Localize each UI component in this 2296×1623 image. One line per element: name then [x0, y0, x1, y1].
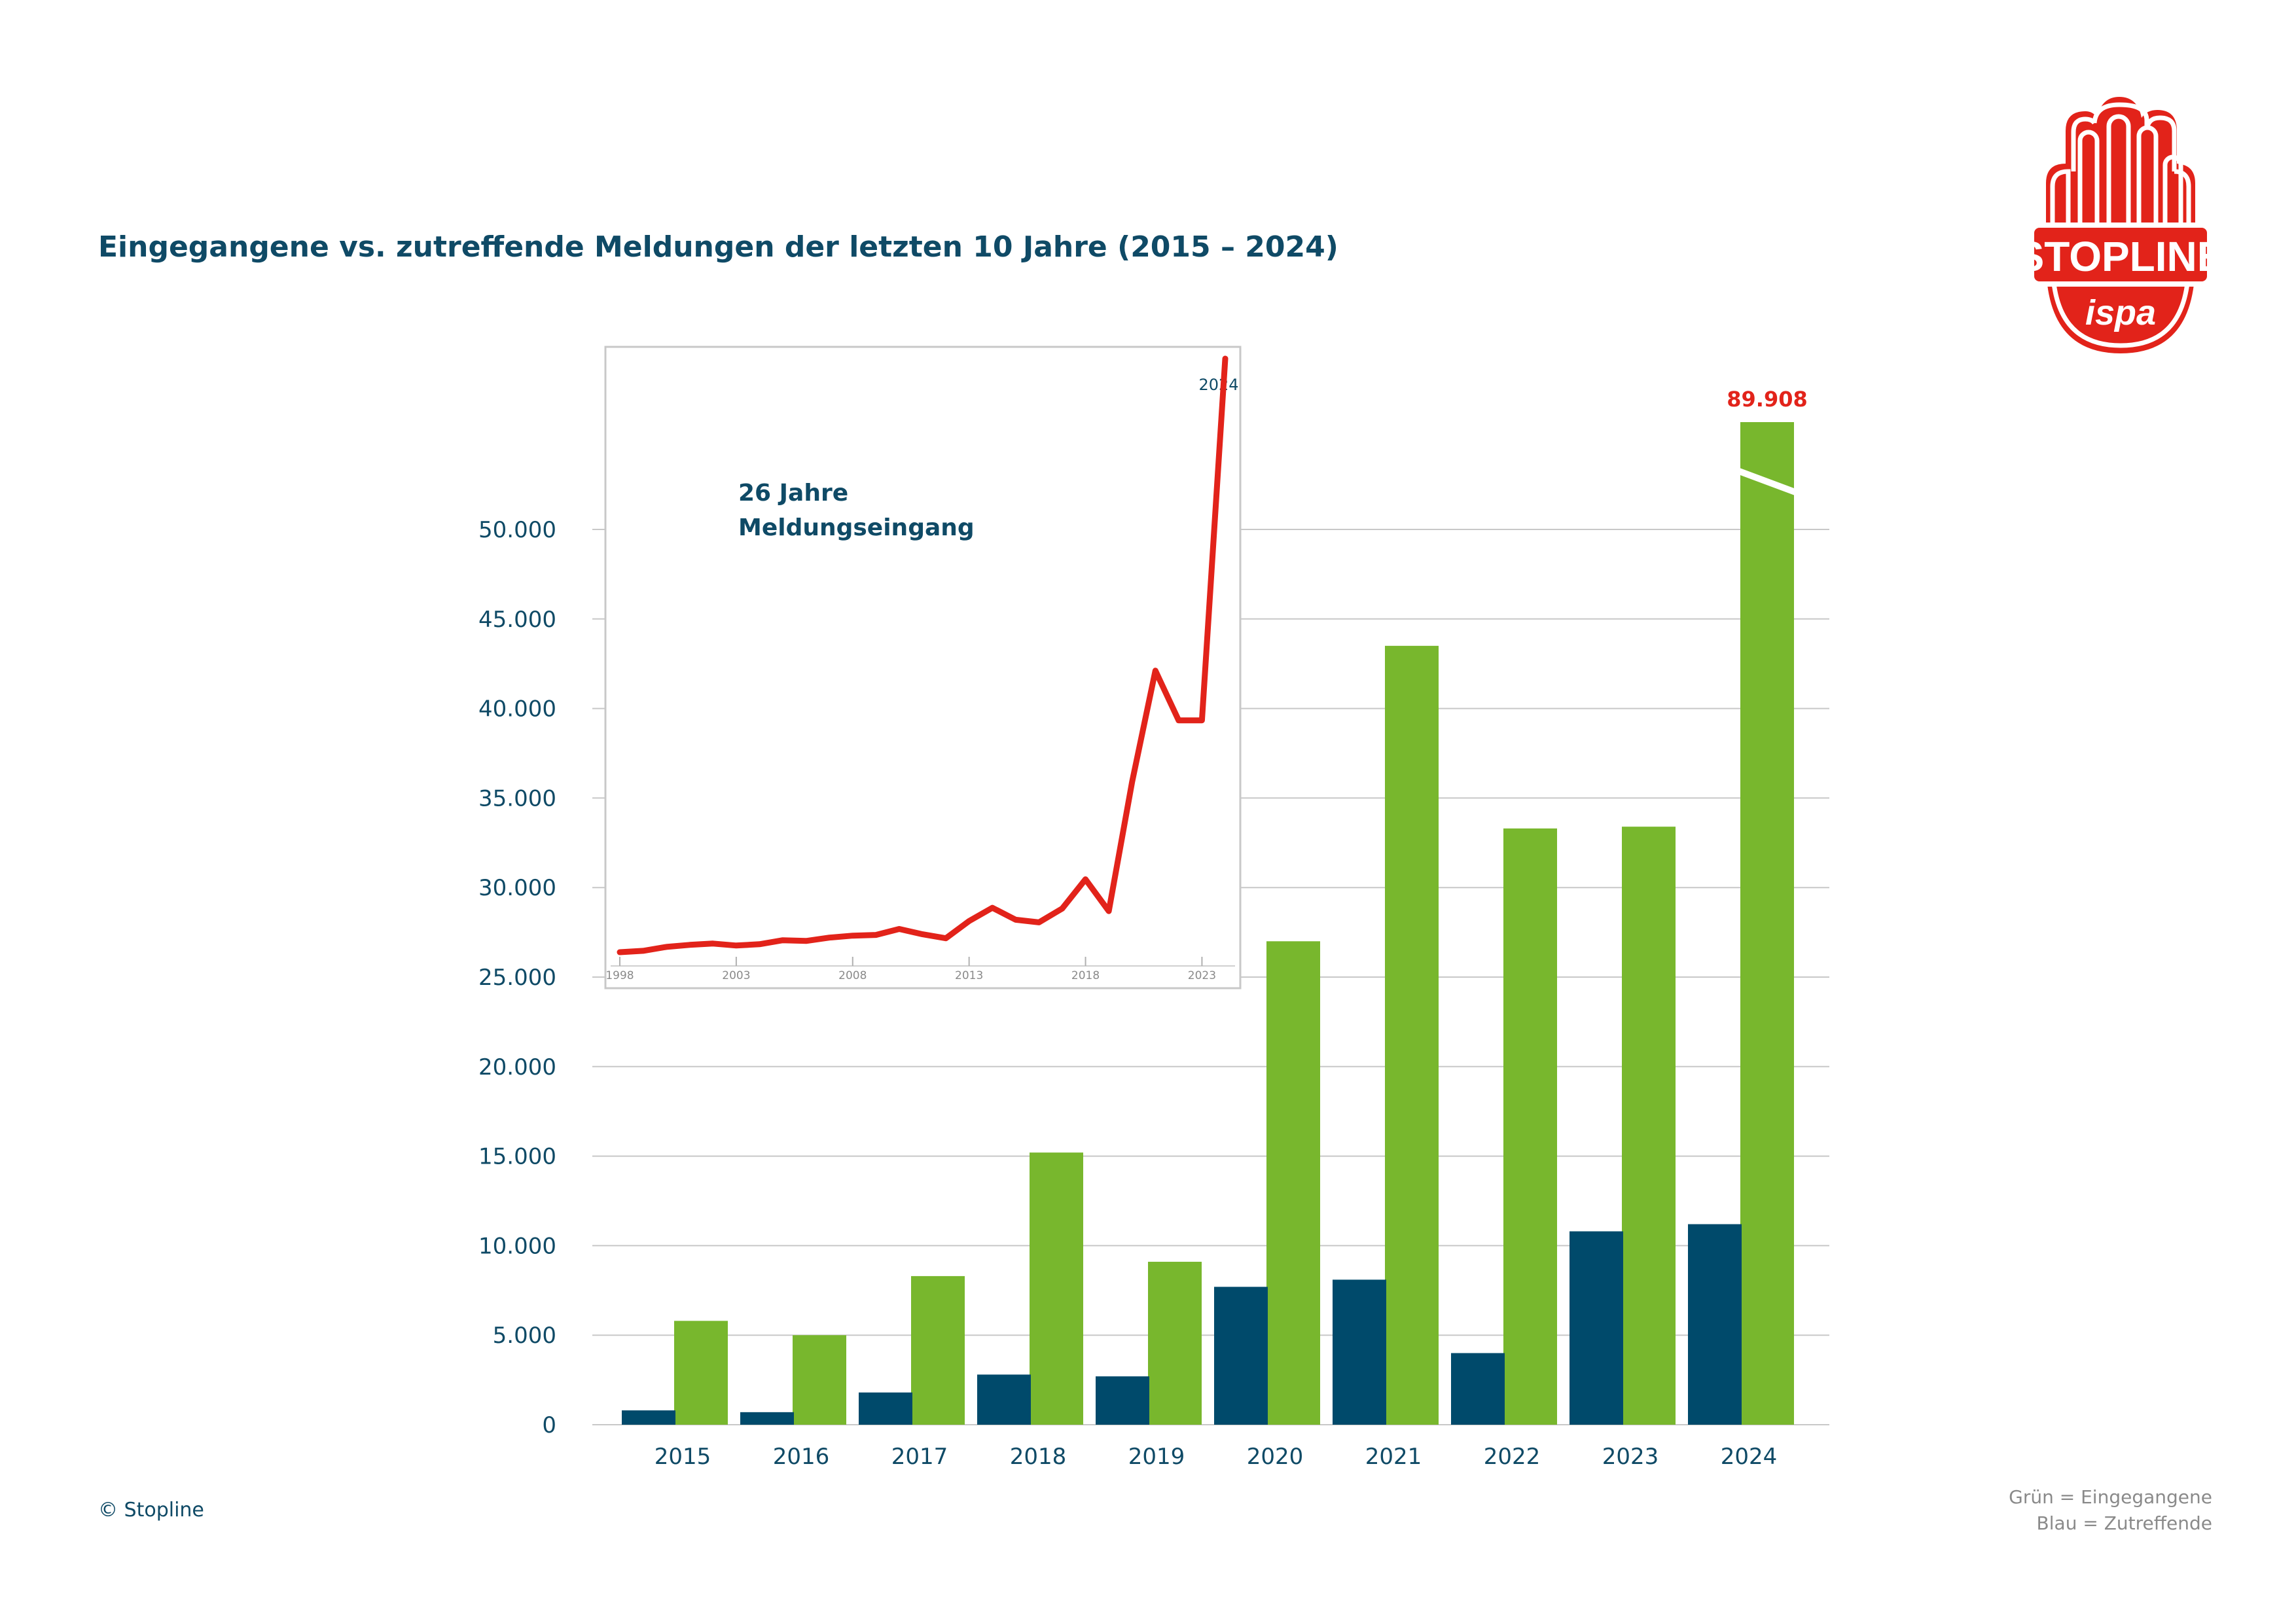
y-tick-label: 10.000 — [478, 1233, 556, 1259]
inset-series-line — [617, 355, 1229, 955]
bar-relevant — [1570, 1231, 1623, 1425]
y-tick-label: 25.000 — [478, 965, 556, 991]
inset-x-tick-label: 2003 — [722, 969, 750, 982]
chart-title: Eingegangene vs. zutreffende Meldungen d… — [98, 230, 1338, 264]
y-axis-ticks: 0 5.000 10.000 15.000 20.000 25.000 30.000 35.0… — [478, 517, 556, 1438]
logo-text-main: STOPLINE — [2020, 233, 2216, 280]
y-tick-label: 20.000 — [478, 1054, 556, 1080]
y-tick-label: 0 — [542, 1412, 556, 1438]
x-tick-label: 2018 — [1010, 1444, 1067, 1470]
logo-text-sub: ispa — [2085, 293, 2156, 332]
inset-line-chart: 26 Jahre Meldungseingang 1998 2003 2008 2013 2… — [604, 346, 1242, 990]
x-tick-label: 2021 — [1365, 1444, 1422, 1470]
bar-relevant — [622, 1410, 675, 1425]
bar-received — [674, 1321, 728, 1425]
bar-received — [911, 1275, 965, 1425]
bar-received — [1266, 941, 1320, 1425]
inset-x-tick-label: 2023 — [1188, 969, 1216, 982]
inset-title-line-2: Meldungseingang — [738, 514, 975, 541]
legend-green: Grün = Eingegangene — [2009, 1486, 2212, 1508]
x-tick-label: 2020 — [1247, 1444, 1304, 1470]
bar-relevant — [1451, 1353, 1505, 1425]
bar-relevant — [859, 1392, 912, 1425]
annotations: 89.908 — [1727, 387, 1807, 412]
y-tick-label: 45.000 — [478, 607, 556, 633]
y-tick-label: 15.000 — [478, 1144, 556, 1170]
inset-x-tick-label: 1998 — [605, 969, 634, 982]
legend-blue: Blau = Zutreffende — [2036, 1512, 2212, 1534]
y-tick-label: 30.000 — [478, 875, 556, 901]
inset-x-tick-label: 2013 — [955, 969, 983, 982]
bar-relevant — [1214, 1287, 1268, 1425]
bar-relevant — [1096, 1376, 1149, 1425]
legend: Grün = Eingegangene Blau = Zutreffende — [2009, 1484, 2212, 1537]
x-tick-label: 2022 — [1484, 1444, 1541, 1470]
x-axis-ticks: 2015 2016 2017 2018 2019 2020 2021 2022 2023 2024 — [655, 1444, 1778, 1470]
bar-received — [1740, 422, 1794, 1425]
bar-received — [1030, 1152, 1083, 1425]
x-tick-label: 2019 — [1128, 1444, 1185, 1470]
bar-received — [1385, 645, 1439, 1425]
bar-received — [793, 1335, 846, 1425]
bar-relevant — [977, 1374, 1031, 1425]
x-tick-label: 2015 — [655, 1444, 711, 1470]
y-tick-label: 40.000 — [478, 696, 556, 722]
x-tick-label: 2024 — [1721, 1444, 1778, 1470]
value-label-2024: 89.908 — [1727, 387, 1807, 412]
x-tick-label: 2023 — [1602, 1444, 1659, 1470]
inset-x-tick-label: 2018 — [1071, 969, 1100, 982]
bar-received — [1148, 1262, 1202, 1425]
copyright-note: © Stopline — [98, 1499, 204, 1522]
bar-relevant — [1688, 1224, 1742, 1425]
y-tick-label: 35.000 — [478, 785, 556, 812]
stopline-logo: STOPLINE ispa — [2017, 92, 2225, 369]
inset-x-tick-label: 2008 — [838, 969, 867, 982]
bar-received — [1503, 828, 1557, 1425]
inset-end-label: 2024 — [1198, 376, 1238, 394]
bar-relevant — [1333, 1279, 1386, 1425]
stopline-hand-icon: STOPLINE ispa — [2017, 97, 2225, 353]
bar-received — [1622, 827, 1676, 1425]
bars — [622, 422, 1802, 1425]
x-tick-label: 2017 — [891, 1444, 948, 1470]
y-tick-label: 5.000 — [493, 1323, 556, 1349]
y-tick-label: 50.000 — [478, 517, 556, 543]
x-tick-label: 2016 — [773, 1444, 830, 1470]
inset-frame — [604, 346, 1242, 990]
axis-break-mark — [1732, 466, 1802, 497]
inset-title-line-1: 26 Jahre — [738, 480, 848, 507]
bar-relevant — [740, 1412, 794, 1425]
